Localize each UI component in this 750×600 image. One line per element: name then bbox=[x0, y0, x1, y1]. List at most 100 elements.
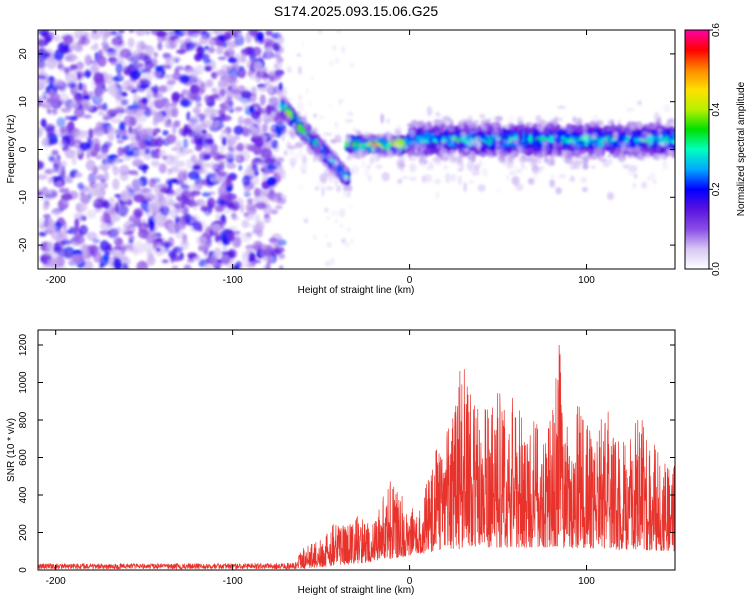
spectrogram-cell bbox=[125, 132, 136, 141]
spectrogram-cell bbox=[304, 123, 311, 133]
spectrogram-cell bbox=[232, 135, 240, 141]
spectrogram-cell bbox=[275, 86, 288, 98]
spectrogram-cell bbox=[511, 138, 518, 145]
spectrogram-cell bbox=[93, 183, 105, 188]
spectrogram-cell bbox=[511, 175, 520, 186]
spectrogram-cell bbox=[570, 127, 576, 132]
spectrogram-cell bbox=[450, 173, 456, 182]
spectrogram-cell bbox=[341, 97, 345, 104]
spectrogram-cell bbox=[334, 158, 339, 166]
spectrogram-cell bbox=[118, 204, 129, 214]
spectrogram-cell bbox=[289, 125, 294, 132]
spectrogram-cell bbox=[299, 183, 303, 191]
spectrogram-cell bbox=[602, 136, 608, 144]
spectrogram-cell bbox=[50, 92, 61, 105]
spectrogram-cell bbox=[43, 123, 56, 132]
spectrogram-cell bbox=[220, 213, 226, 223]
spectrogram-cell bbox=[608, 157, 613, 165]
spectrogram-cell bbox=[69, 115, 78, 121]
spectrogram-cell bbox=[317, 182, 321, 190]
spectrogram-cell bbox=[204, 227, 210, 236]
spectrogram-cell bbox=[274, 205, 283, 210]
spectrogram-cell bbox=[536, 153, 544, 159]
spectrogram-cell bbox=[636, 132, 641, 137]
spectrogram-cell bbox=[40, 265, 48, 269]
spectrogram-cell bbox=[168, 155, 180, 160]
spectrogram-cell bbox=[266, 104, 272, 116]
spectrogram-cell bbox=[168, 159, 179, 165]
spectrogram-cell bbox=[112, 166, 120, 176]
spectrogram-cell bbox=[554, 116, 559, 124]
spectrogram-cell bbox=[347, 111, 354, 117]
spectrogram-cell bbox=[270, 209, 278, 215]
spectrogram-cell bbox=[253, 125, 263, 136]
spectrogram-cell bbox=[40, 118, 47, 128]
spectrogram-cell bbox=[148, 220, 155, 232]
spectrogram-cell bbox=[548, 158, 553, 162]
spectrogram-cell bbox=[298, 149, 303, 155]
spectrogram-cell bbox=[63, 248, 73, 260]
spectrogram-cell bbox=[623, 140, 631, 147]
spectrogram-cell bbox=[81, 244, 91, 256]
spectrogram-cell bbox=[276, 164, 284, 175]
spectrogram-cell bbox=[669, 129, 674, 134]
spectrogram-cell bbox=[194, 144, 203, 152]
spectrogram-cell bbox=[217, 109, 226, 114]
spectrogram-cell bbox=[215, 213, 221, 221]
spectrogram-cell bbox=[269, 53, 281, 59]
spectrogram-cell bbox=[77, 182, 84, 190]
spectrogram-cell bbox=[192, 164, 202, 171]
spectrogram-cell bbox=[152, 131, 157, 137]
spectrogram-cell bbox=[38, 30, 50, 37]
spectrogram-cell bbox=[75, 148, 82, 155]
spectrogram-cell bbox=[286, 66, 292, 73]
spectrogram-cell bbox=[165, 56, 171, 68]
spectrogram-cell bbox=[353, 139, 357, 148]
spectrogram-cell bbox=[242, 184, 251, 193]
spectrogram-cell bbox=[226, 232, 235, 242]
spectrogram-cell bbox=[255, 220, 265, 232]
spectrogram-cell bbox=[658, 154, 665, 159]
spectrogram-cell bbox=[125, 184, 132, 192]
spectrogram-cell bbox=[286, 141, 292, 150]
spectrogram-cell bbox=[114, 226, 122, 235]
spectrogram-cell bbox=[153, 111, 164, 123]
spectrogram-cell bbox=[655, 142, 661, 152]
spectrogram-cell bbox=[555, 124, 560, 132]
spectrogram-cell bbox=[516, 128, 520, 133]
spectrogram-cell bbox=[442, 115, 451, 122]
spectrogram-cell bbox=[170, 165, 179, 173]
spectrogram-cell bbox=[201, 192, 212, 197]
spectrogram-cell bbox=[496, 189, 501, 193]
spectrogram-cell bbox=[235, 107, 240, 114]
spectrogram-cell bbox=[443, 165, 449, 170]
colorbar-bar bbox=[684, 29, 710, 270]
spectrogram-cell bbox=[128, 246, 135, 253]
spectrogram-cell bbox=[491, 129, 500, 137]
spectrogram-cell bbox=[83, 94, 90, 100]
spectrogram-cell bbox=[510, 132, 517, 136]
spectrogram-cell bbox=[423, 132, 431, 140]
spectrogram-cell bbox=[60, 107, 72, 113]
spectrogram-cell bbox=[117, 73, 125, 80]
spectrogram-cell bbox=[473, 125, 480, 134]
spectrogram-cell bbox=[357, 147, 364, 156]
spectrogram-cell bbox=[253, 196, 260, 204]
spectrogram-cell bbox=[289, 150, 294, 155]
spectrogram-cell bbox=[643, 124, 648, 129]
spectrogram-cell bbox=[313, 113, 317, 118]
spectrogram-cell bbox=[291, 162, 295, 169]
spectrogram-cell bbox=[226, 139, 237, 145]
spectrogram-cell bbox=[377, 146, 381, 157]
spectrogram-cell bbox=[74, 218, 80, 228]
spectrogram-cell bbox=[167, 168, 173, 175]
spectrogram-cell bbox=[543, 154, 548, 161]
spectrogram-cell bbox=[154, 138, 164, 147]
spectrogram-cell bbox=[399, 155, 404, 158]
spectrogram-cell bbox=[465, 145, 471, 154]
spectrogram-cell bbox=[632, 182, 636, 189]
spectrogram-cell bbox=[539, 166, 546, 170]
spectrogram-cell bbox=[264, 77, 272, 83]
spectrogram-cell bbox=[515, 183, 524, 191]
spectrogram-cell bbox=[526, 126, 534, 134]
